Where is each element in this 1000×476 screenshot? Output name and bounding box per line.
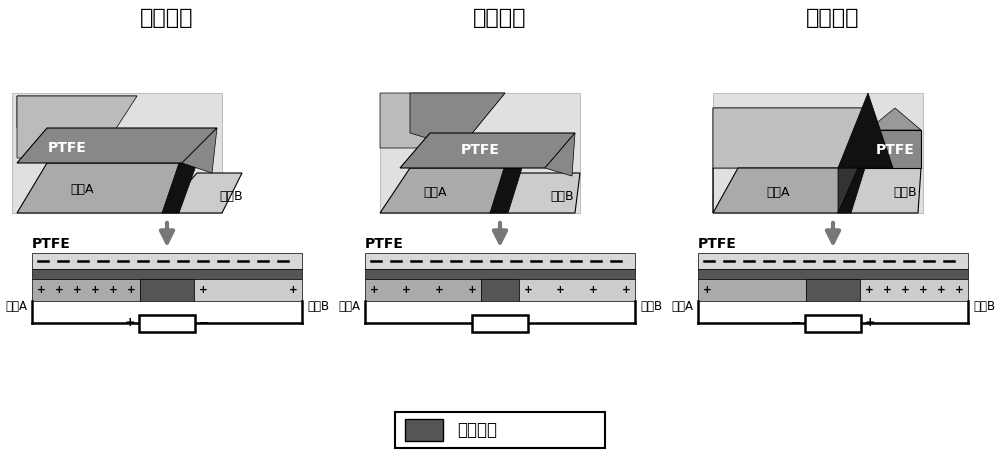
Text: PTFE: PTFE xyxy=(365,237,404,251)
Polygon shape xyxy=(380,93,505,148)
Text: +: + xyxy=(402,285,411,295)
Bar xyxy=(365,269,635,279)
Text: PTFE: PTFE xyxy=(876,143,914,157)
Bar xyxy=(698,279,806,301)
Polygon shape xyxy=(182,128,217,173)
Text: +: + xyxy=(124,317,135,329)
Text: +: + xyxy=(73,285,81,295)
Bar xyxy=(140,279,194,301)
Bar xyxy=(860,279,968,301)
Bar xyxy=(481,279,519,301)
Polygon shape xyxy=(17,128,217,163)
Text: 电极A: 电极A xyxy=(423,187,447,199)
Bar xyxy=(519,279,635,301)
Polygon shape xyxy=(162,163,197,213)
Polygon shape xyxy=(490,173,580,213)
Bar xyxy=(405,419,443,441)
Text: +: + xyxy=(55,285,63,295)
Polygon shape xyxy=(545,133,575,176)
Text: +: + xyxy=(127,285,135,295)
Polygon shape xyxy=(17,96,137,158)
Bar xyxy=(472,315,528,331)
Text: 电极A: 电极A xyxy=(5,300,27,313)
Polygon shape xyxy=(12,93,222,213)
Text: 电极A: 电极A xyxy=(338,300,360,313)
Text: 中间阶段: 中间阶段 xyxy=(473,8,527,28)
Text: +: + xyxy=(955,285,963,295)
Text: +: + xyxy=(289,285,297,295)
Text: PTFE: PTFE xyxy=(32,237,71,251)
Text: +: + xyxy=(937,285,945,295)
Bar xyxy=(32,269,302,279)
Text: 电极B: 电极B xyxy=(973,300,995,313)
Polygon shape xyxy=(410,93,505,148)
Text: +: + xyxy=(883,285,891,295)
Text: +: + xyxy=(91,285,99,295)
Polygon shape xyxy=(838,93,893,168)
Text: 初始阶段: 初始阶段 xyxy=(140,8,194,28)
Polygon shape xyxy=(838,168,858,213)
Polygon shape xyxy=(17,96,137,128)
Text: 气敏材料: 气敏材料 xyxy=(457,421,497,439)
Bar xyxy=(806,279,860,301)
Bar xyxy=(698,253,968,269)
Text: +: + xyxy=(865,285,873,295)
Polygon shape xyxy=(380,93,580,213)
Text: +: + xyxy=(703,285,711,295)
Text: +: + xyxy=(199,285,207,295)
Bar xyxy=(194,279,302,301)
Bar xyxy=(365,279,481,301)
Polygon shape xyxy=(838,168,865,213)
Bar xyxy=(805,315,861,331)
Polygon shape xyxy=(713,108,868,213)
Text: +: + xyxy=(468,285,476,295)
Bar xyxy=(32,279,140,301)
Text: 电极B: 电极B xyxy=(550,189,574,202)
Polygon shape xyxy=(713,108,868,168)
Text: +: + xyxy=(556,285,565,295)
Text: −: − xyxy=(199,317,210,329)
Polygon shape xyxy=(851,130,921,168)
Text: +: + xyxy=(524,285,532,295)
Bar xyxy=(139,315,195,331)
Bar xyxy=(365,253,635,269)
Polygon shape xyxy=(17,163,197,213)
Bar xyxy=(395,412,605,448)
Text: +: + xyxy=(901,285,909,295)
Text: PTFE: PTFE xyxy=(461,143,499,157)
Text: 电极B: 电极B xyxy=(307,300,329,313)
Text: +: + xyxy=(435,285,444,295)
Text: 电极A: 电极A xyxy=(671,300,693,313)
Text: 电极B: 电极B xyxy=(893,187,917,199)
Text: +: + xyxy=(589,285,598,295)
Text: +: + xyxy=(37,285,45,295)
Text: +: + xyxy=(370,285,378,295)
Text: +: + xyxy=(622,285,630,295)
Polygon shape xyxy=(713,93,923,213)
Text: +: + xyxy=(919,285,927,295)
Text: 电极B: 电极B xyxy=(640,300,662,313)
Text: PTFE: PTFE xyxy=(698,237,737,251)
Polygon shape xyxy=(713,168,858,213)
Bar xyxy=(698,269,968,279)
Bar xyxy=(32,253,302,269)
Polygon shape xyxy=(400,133,575,168)
Text: 终止阶段: 终止阶段 xyxy=(806,8,860,28)
Text: +: + xyxy=(865,317,876,329)
Polygon shape xyxy=(838,168,921,213)
Text: +: + xyxy=(109,285,117,295)
Polygon shape xyxy=(380,168,520,213)
Text: 电极A: 电极A xyxy=(766,187,790,199)
Polygon shape xyxy=(162,173,242,213)
Polygon shape xyxy=(490,168,522,213)
Polygon shape xyxy=(868,108,921,130)
Text: 电极B: 电极B xyxy=(219,189,243,202)
Text: −: − xyxy=(790,317,801,329)
Text: PTFE: PTFE xyxy=(48,141,86,155)
Text: 电极A: 电极A xyxy=(70,184,94,197)
